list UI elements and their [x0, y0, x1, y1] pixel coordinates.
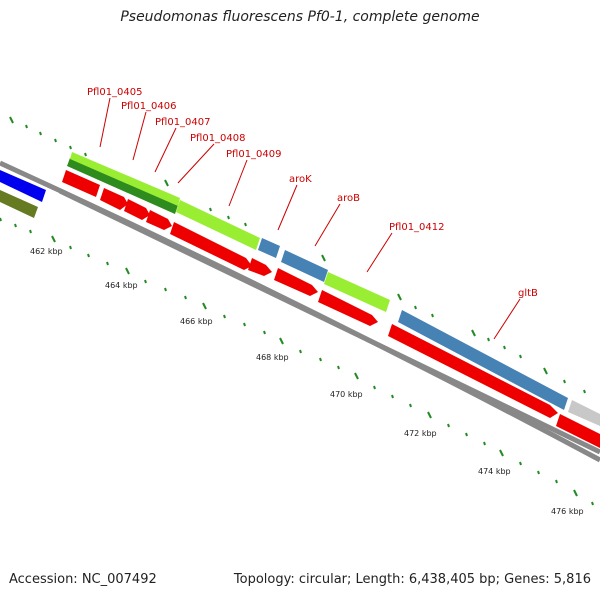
- cds-arrow-8: [318, 290, 378, 326]
- tick-label-464: 464 kbp: [105, 281, 138, 290]
- cds-arrow-2: [100, 188, 128, 210]
- gene-label-pfl01-0407: Pfl01_0407: [155, 117, 211, 128]
- tick-marks-outer: [9, 116, 586, 394]
- gene-label-arob: aroB: [337, 193, 360, 204]
- orf-lime-3: [324, 272, 390, 312]
- gene-label-pfl01-0406: Pfl01_0406: [121, 101, 177, 112]
- orf-green: [67, 158, 178, 214]
- gene-label-pfl01-0409: Pfl01_0409: [226, 149, 282, 160]
- cds-arrow-5: [170, 222, 252, 270]
- cds-arrow-4: [146, 210, 172, 230]
- feature-olive-left: [0, 190, 38, 218]
- gene-label-gltb: gltB: [518, 288, 538, 299]
- tick-label-474: 474 kbp: [478, 467, 511, 476]
- gene-label-arok: aroK: [289, 174, 312, 185]
- gene-label-pfl01-0405: Pfl01_0405: [87, 87, 143, 98]
- cds-arrow-3: [124, 199, 150, 220]
- genome-backbone-inner: [58, 188, 600, 455]
- cds-arrow-gltB: [388, 324, 558, 418]
- tick-label-472: 472 kbp: [404, 429, 437, 438]
- gene-label-pfl01-0408: Pfl01_0408: [190, 133, 246, 144]
- cds-arrow-7: [274, 268, 318, 296]
- orf-lime-1: [70, 152, 180, 206]
- orf-grey-right: [568, 400, 600, 426]
- tick-marks-inner: [0, 217, 594, 506]
- orf-blue-gltB: [398, 310, 568, 410]
- tick-label-462: 462 kbp: [30, 247, 63, 256]
- gene-label-pfl01-0412: Pfl01_0412: [389, 222, 445, 233]
- tick-label-476: 476 kbp: [551, 507, 584, 516]
- orf-blue-2: [281, 250, 328, 282]
- orf-blue-1: [258, 238, 280, 258]
- gene-label-leaders: [99, 97, 521, 340]
- feature-blue-left: [0, 170, 46, 202]
- map-title: Pseudomonas fluorescens Pf0-1, complete …: [120, 9, 480, 25]
- tick-label-466: 466 kbp: [180, 317, 213, 326]
- cds-arrow-6: [248, 258, 272, 276]
- footer-accession: Accession: NC_007492: [9, 572, 157, 587]
- orf-lime-2: [176, 200, 260, 250]
- cds-arrow-right: [556, 414, 600, 448]
- cds-arrow-1: [62, 170, 100, 197]
- tick-label-470: 470 kbp: [330, 390, 363, 399]
- footer-topology: Topology: circular; Length: 6,438,405 bp…: [233, 572, 591, 587]
- tick-label-468: 468 kbp: [256, 353, 289, 362]
